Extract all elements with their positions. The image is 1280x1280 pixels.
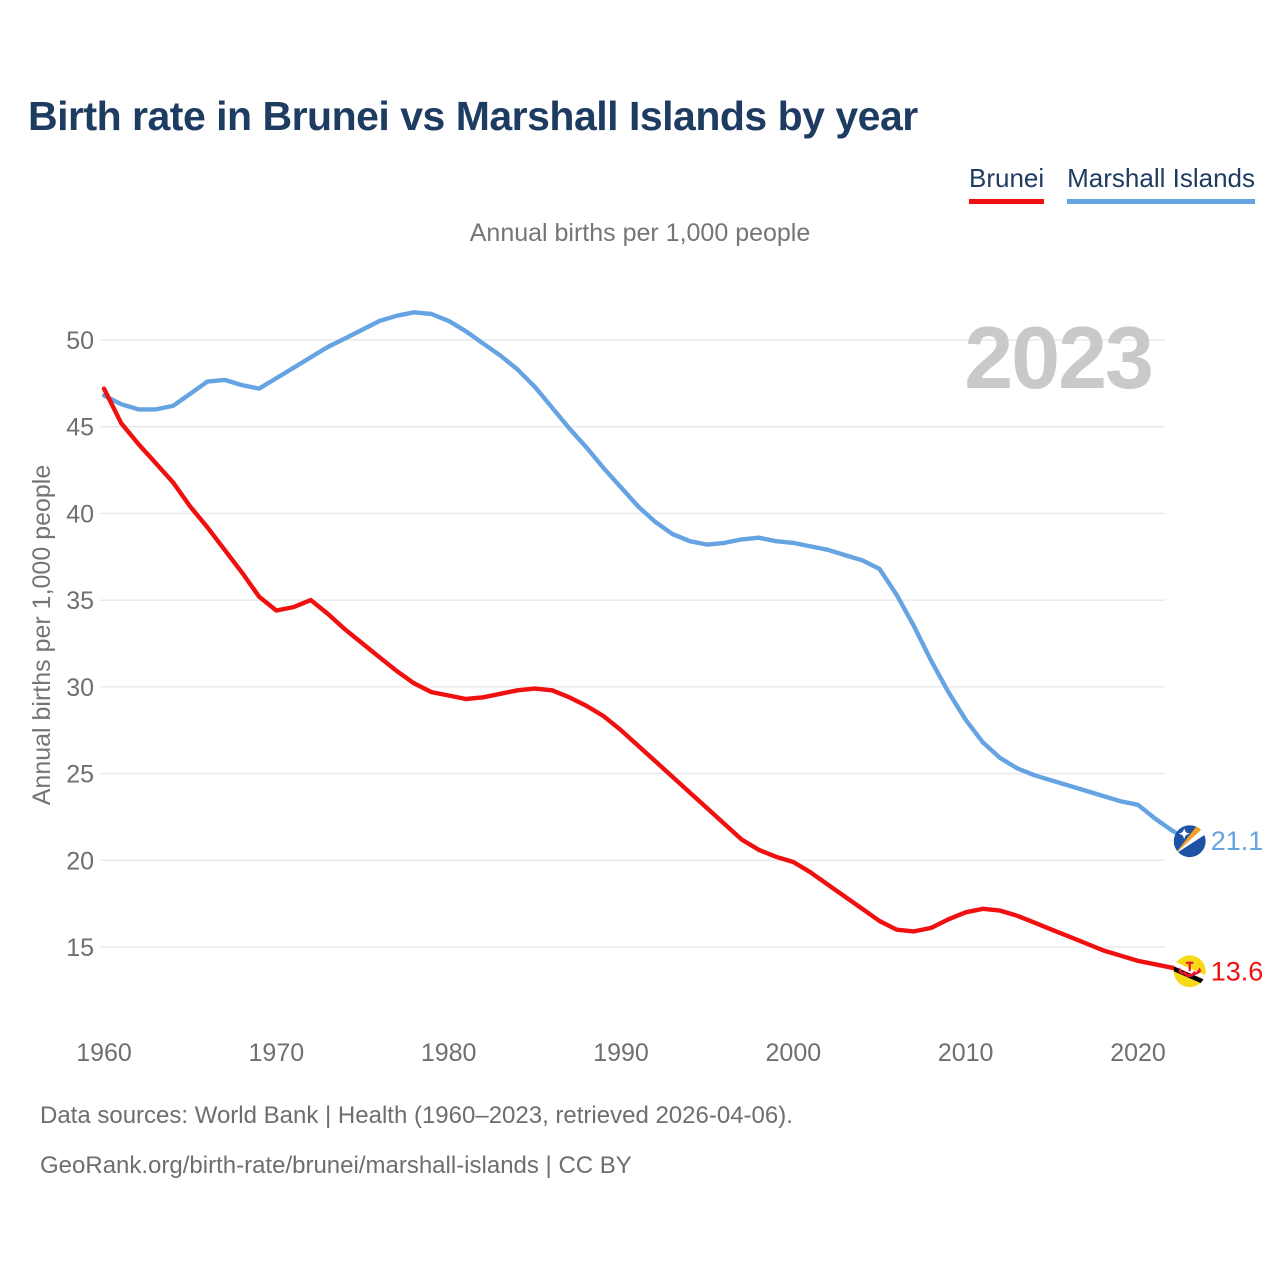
- x-axis-tick-labels: 1960 1970 1980 1990 2000 2010 2020: [76, 1039, 1166, 1067]
- x-tick-1980: 1980: [421, 1039, 477, 1067]
- x-tick-2000: 2000: [766, 1039, 822, 1067]
- y-tick-40: 40: [66, 500, 94, 528]
- chart-subtitle: Annual births per 1,000 people: [469, 219, 811, 247]
- x-tick-1990: 1990: [593, 1039, 649, 1067]
- x-tick-2020: 2020: [1110, 1039, 1166, 1067]
- y-tick-35: 35: [66, 587, 94, 615]
- line-marshall-islands: [101, 310, 1192, 844]
- gridlines: [100, 339, 1165, 948]
- brunei-flag-icon: [1173, 955, 1206, 988]
- marshall-islands-flag-icon: [1173, 825, 1206, 858]
- footer-attribution: GeoRank.org/birth-rate/brunei/marshall-i…: [40, 1152, 632, 1179]
- legend-item-marshall-islands[interactable]: Marshall Islands: [1067, 163, 1255, 204]
- line-brunei: [101, 386, 1192, 974]
- y-tick-30: 30: [66, 674, 94, 702]
- y-tick-45: 45: [66, 414, 94, 442]
- year-watermark: 2023: [964, 308, 1152, 407]
- y-tick-25: 25: [66, 761, 94, 789]
- bn-crest-icon: [1178, 961, 1202, 978]
- y-axis-title: Annual births per 1,000 people: [28, 464, 56, 806]
- x-tick-1970: 1970: [249, 1039, 305, 1067]
- legend: Brunei Marshall Islands: [968, 163, 1255, 204]
- mh-star-icon: [1178, 828, 1190, 840]
- y-tick-15: 15: [66, 934, 94, 962]
- y-axis-tick-labels: 15 20 25 30 35 40 45 50: [66, 327, 94, 962]
- x-tick-2010: 2010: [938, 1039, 994, 1067]
- x-tick-1960: 1960: [76, 1039, 132, 1067]
- page-title: Birth rate in Brunei vs Marshall Islands…: [28, 93, 918, 139]
- legend-label-brunei: Brunei: [968, 163, 1045, 193]
- legend-item-brunei[interactable]: Brunei: [968, 163, 1045, 204]
- y-tick-20: 20: [66, 847, 94, 875]
- brunei-end-value: 13.6: [1211, 956, 1264, 986]
- y-tick-50: 50: [66, 327, 94, 355]
- legend-label-marshall-islands: Marshall Islands: [1067, 163, 1255, 193]
- marshall-islands-end-value: 21.1: [1211, 826, 1264, 856]
- series-lines: [101, 310, 1192, 974]
- footer-data-sources: Data sources: World Bank | Health (1960–…: [40, 1102, 793, 1129]
